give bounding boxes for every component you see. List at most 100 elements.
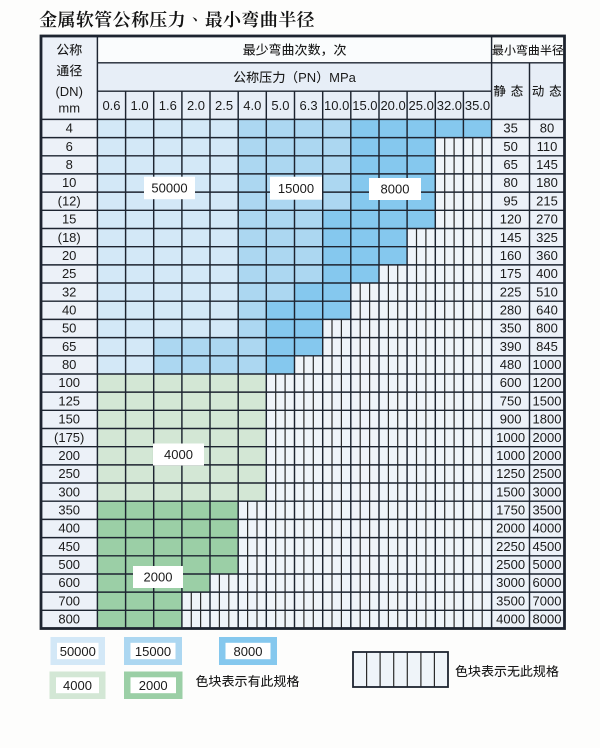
svg-text:3000: 3000	[496, 575, 525, 590]
svg-text:动态: 动态	[532, 81, 566, 100]
svg-text:800: 800	[536, 321, 558, 336]
svg-text:7000: 7000	[533, 593, 562, 608]
svg-text:215: 215	[536, 193, 558, 208]
svg-text:1750: 1750	[496, 503, 525, 518]
svg-text:(175): (175)	[54, 430, 84, 445]
svg-text:125: 125	[58, 393, 80, 408]
svg-text:2500: 2500	[496, 557, 525, 572]
svg-text:2500: 2500	[533, 466, 562, 481]
svg-text:95: 95	[503, 193, 517, 208]
svg-text:80: 80	[62, 357, 76, 372]
svg-text:35.0: 35.0	[465, 98, 490, 113]
svg-text:色块表示无此规格: 色块表示无此规格	[455, 661, 560, 680]
svg-text:(DN): (DN)	[55, 84, 82, 99]
svg-text:2000: 2000	[533, 430, 562, 445]
svg-text:325: 325	[536, 230, 558, 245]
svg-text:500: 500	[58, 557, 80, 572]
svg-text:10: 10	[62, 175, 76, 190]
svg-text:1000: 1000	[496, 448, 525, 463]
svg-text:65: 65	[62, 339, 76, 354]
svg-text:4: 4	[66, 121, 73, 136]
svg-text:50: 50	[503, 139, 517, 154]
svg-text:6000: 6000	[533, 575, 562, 590]
svg-text:40: 40	[62, 303, 76, 318]
svg-text:3500: 3500	[496, 593, 525, 608]
svg-text:1000: 1000	[496, 430, 525, 445]
svg-text:390: 390	[500, 339, 522, 354]
svg-text:静态: 静态	[494, 81, 528, 100]
svg-text:公称压力（PN）MPa: 公称压力（PN）MPa	[233, 67, 357, 86]
svg-text:6.3: 6.3	[300, 98, 318, 113]
svg-text:510: 510	[536, 284, 558, 299]
svg-text:10.0: 10.0	[324, 98, 349, 113]
svg-text:4000: 4000	[63, 678, 92, 693]
svg-text:(12): (12)	[58, 193, 81, 208]
svg-text:2250: 2250	[496, 539, 525, 554]
svg-text:1200: 1200	[533, 375, 562, 390]
svg-text:2000: 2000	[533, 448, 562, 463]
svg-text:8000: 8000	[533, 612, 562, 627]
svg-text:640: 640	[536, 303, 558, 318]
svg-text:4000: 4000	[496, 612, 525, 627]
svg-text:15000: 15000	[135, 644, 171, 659]
svg-text:20: 20	[62, 248, 76, 263]
svg-text:1500: 1500	[533, 393, 562, 408]
svg-text:400: 400	[58, 521, 80, 536]
svg-text:2.0: 2.0	[187, 98, 205, 113]
svg-text:750: 750	[500, 393, 522, 408]
svg-text:15.0: 15.0	[352, 98, 377, 113]
svg-text:1500: 1500	[496, 484, 525, 499]
svg-text:400: 400	[536, 266, 558, 281]
svg-text:250: 250	[58, 466, 80, 481]
svg-text:15: 15	[62, 212, 76, 227]
svg-text:200: 200	[58, 448, 80, 463]
svg-text:120: 120	[500, 212, 522, 227]
svg-text:公称: 公称	[56, 40, 83, 59]
svg-text:65: 65	[503, 157, 517, 172]
svg-text:300: 300	[58, 484, 80, 499]
svg-text:845: 845	[536, 339, 558, 354]
svg-text:2000: 2000	[144, 570, 173, 585]
svg-text:35: 35	[503, 121, 517, 136]
svg-text:15000: 15000	[278, 181, 314, 196]
svg-text:色块表示有此规格: 色块表示有此规格	[196, 671, 301, 690]
svg-text:2.5: 2.5	[215, 98, 233, 113]
svg-text:50000: 50000	[60, 644, 96, 659]
svg-text:4000: 4000	[533, 521, 562, 536]
svg-text:280: 280	[500, 303, 522, 318]
svg-text:270: 270	[536, 212, 558, 227]
svg-text:180: 180	[536, 175, 558, 190]
svg-text:通径: 通径	[56, 61, 82, 80]
svg-text:480: 480	[500, 357, 522, 372]
svg-text:1800: 1800	[533, 412, 562, 427]
svg-text:450: 450	[58, 539, 80, 554]
svg-text:50: 50	[62, 321, 76, 336]
svg-text:4000: 4000	[164, 447, 193, 462]
svg-text:150: 150	[58, 412, 80, 427]
svg-text:350: 350	[500, 321, 522, 336]
svg-text:25.0: 25.0	[409, 98, 434, 113]
svg-text:4.0: 4.0	[243, 98, 261, 113]
svg-text:最少弯曲次数，次: 最少弯曲次数，次	[242, 40, 346, 59]
svg-text:2000: 2000	[496, 521, 525, 536]
svg-text:1.0: 1.0	[131, 98, 149, 113]
svg-text:800: 800	[58, 612, 80, 627]
svg-text:600: 600	[500, 375, 522, 390]
svg-text:160: 160	[500, 248, 522, 263]
svg-text:175: 175	[500, 266, 522, 281]
svg-text:360: 360	[536, 248, 558, 263]
svg-text:5.0: 5.0	[271, 98, 289, 113]
svg-text:1000: 1000	[533, 357, 562, 372]
svg-text:700: 700	[58, 593, 80, 608]
svg-text:3000: 3000	[533, 484, 562, 499]
svg-text:8000: 8000	[381, 182, 410, 197]
svg-text:6: 6	[66, 139, 73, 154]
svg-text:0.6: 0.6	[102, 98, 120, 113]
svg-text:32: 32	[62, 284, 76, 299]
svg-text:8000: 8000	[234, 644, 263, 659]
svg-text:80: 80	[503, 175, 517, 190]
svg-text:4500: 4500	[533, 539, 562, 554]
svg-text:225: 225	[500, 284, 522, 299]
svg-text:1250: 1250	[496, 466, 525, 481]
svg-text:900: 900	[500, 412, 522, 427]
